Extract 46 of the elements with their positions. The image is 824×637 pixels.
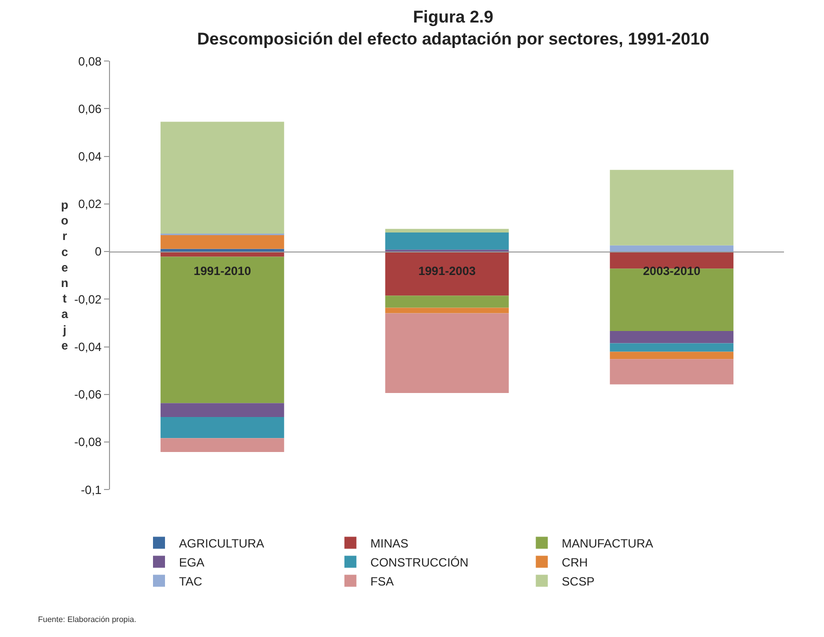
bar [160, 256, 284, 404]
chart-title: Figura 2.9 [413, 7, 494, 26]
y-tick-label: -0,02 [74, 292, 102, 306]
bar [160, 438, 284, 452]
chart-subtitle: Descomposición del efecto adaptación por sectores, 1991-2010 [197, 29, 710, 48]
bar [610, 352, 734, 360]
bar [385, 228, 509, 232]
legend-label: FSA [370, 574, 394, 588]
bar [610, 245, 734, 252]
legend-label: MINAS [370, 536, 408, 550]
y-tick-label: -0,1 [80, 482, 102, 497]
x-tick-label: 1991-2010 [194, 264, 252, 278]
bar [385, 252, 509, 296]
bar [385, 313, 509, 393]
y-tick-label: -0,08 [74, 435, 102, 450]
bar [385, 308, 509, 314]
bar [610, 359, 734, 384]
y-tick-label: 0,08 [78, 54, 102, 68]
legend-label: AGRICULTURA [179, 536, 264, 550]
bar [160, 122, 284, 234]
bar [610, 170, 734, 246]
bar [385, 232, 509, 250]
y-tick-label: 0,04 [78, 150, 102, 164]
legend-label: EGA [179, 555, 204, 570]
y-tick-label: 0 [94, 244, 102, 259]
bar [160, 248, 284, 252]
source-note: Fuente: Elaboración propia. [38, 615, 136, 624]
bar [610, 268, 734, 332]
legend-label: CONSTRUCCIÓN [370, 555, 468, 570]
x-tick-label: 2003-2010 [642, 264, 701, 278]
bar [160, 234, 284, 249]
y-tick-label: 0,02 [78, 197, 102, 212]
bar [385, 296, 509, 308]
y-tick-label: -0,06 [74, 388, 102, 402]
legend-label: TAC [179, 574, 202, 588]
bar [160, 416, 284, 438]
text: porcentaje [61, 198, 68, 352]
y-tick-label: 0,06 [78, 102, 102, 116]
x-tick-label: 1991-2003 [418, 264, 476, 278]
legend-label: CRH [562, 555, 588, 570]
y-tick-label: -0,04 [74, 340, 102, 354]
legend-label: SCSP [562, 574, 594, 588]
bar [610, 343, 734, 352]
bar [160, 403, 284, 417]
bar [610, 331, 734, 344]
legend-label: MANUFACTURA [562, 536, 654, 550]
